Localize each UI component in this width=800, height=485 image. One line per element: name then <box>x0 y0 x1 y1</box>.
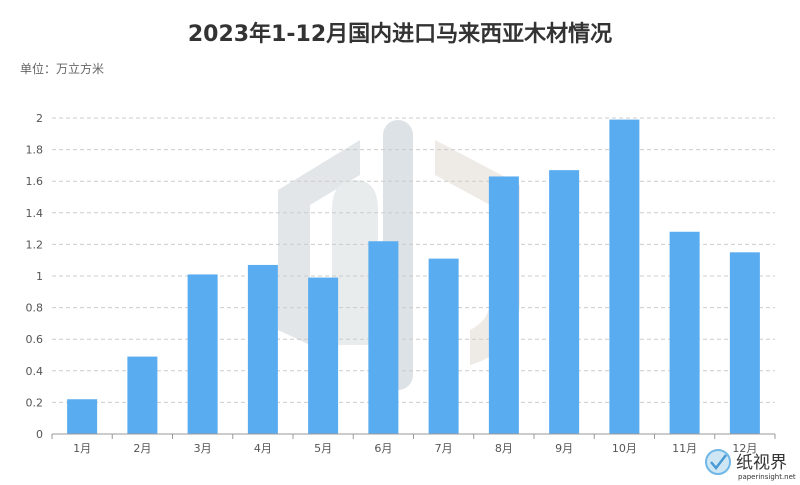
x-tick-label: 4月 <box>254 442 272 455</box>
y-tick-label: 0.2 <box>26 396 44 409</box>
bar <box>308 277 339 434</box>
x-tick-label: 11月 <box>672 442 697 455</box>
unit-label: 单位：万立方米 <box>20 62 105 76</box>
bar <box>247 264 278 434</box>
y-tick-label: 2 <box>36 112 43 125</box>
y-tick-label: 1 <box>36 270 43 283</box>
y-axis: 0 0.2 0.4 0.6 0.8 1 1.2 1.4 1.6 1.8 2 <box>26 112 44 441</box>
x-tick-label: 5月 <box>314 442 332 455</box>
y-tick-label: 1.2 <box>26 238 44 251</box>
y-tick-label: 1.8 <box>26 144 44 157</box>
brand-name: 纸视界 <box>736 453 787 473</box>
x-axis: 1月 2月 3月 4月 5月 6月 7月 8月 9月 10月 11月 12月 <box>51 433 776 455</box>
bar <box>67 399 98 434</box>
x-tick-label: 2月 <box>133 442 151 455</box>
bar <box>127 356 158 434</box>
x-tick-label: 6月 <box>374 442 392 455</box>
bar <box>428 258 459 434</box>
bar <box>549 170 580 434</box>
bar <box>368 241 399 434</box>
brand-url: paperinsight.net <box>738 473 796 481</box>
y-tick-label: 0.8 <box>26 302 44 315</box>
y-tick-label: 1.4 <box>26 207 44 220</box>
chart-title: 2023年1-12月国内进口马来西亚木材情况 <box>187 22 613 47</box>
x-tick-label: 1月 <box>73 442 91 455</box>
bar <box>488 176 519 434</box>
brand-logo-icon <box>705 449 731 475</box>
bar <box>609 119 640 434</box>
y-tick-label: 0.4 <box>26 365 44 378</box>
y-tick-label: 1.6 <box>26 175 44 188</box>
bar <box>187 274 218 434</box>
x-tick-label: 3月 <box>194 442 212 455</box>
x-tick-label: 9月 <box>555 442 573 455</box>
brand-watermark: 纸视界 paperinsight.net <box>705 449 796 481</box>
x-tick-label: 7月 <box>435 442 453 455</box>
bars <box>67 119 760 434</box>
x-tick-label: 8月 <box>495 442 513 455</box>
y-tick-label: 0 <box>36 428 43 441</box>
bar <box>729 252 760 434</box>
x-tick-label: 10月 <box>612 442 637 455</box>
bar <box>669 231 700 434</box>
y-tick-label: 0.6 <box>26 333 44 346</box>
gridlines <box>52 117 775 403</box>
x-tick-label: 12月 <box>732 442 757 455</box>
